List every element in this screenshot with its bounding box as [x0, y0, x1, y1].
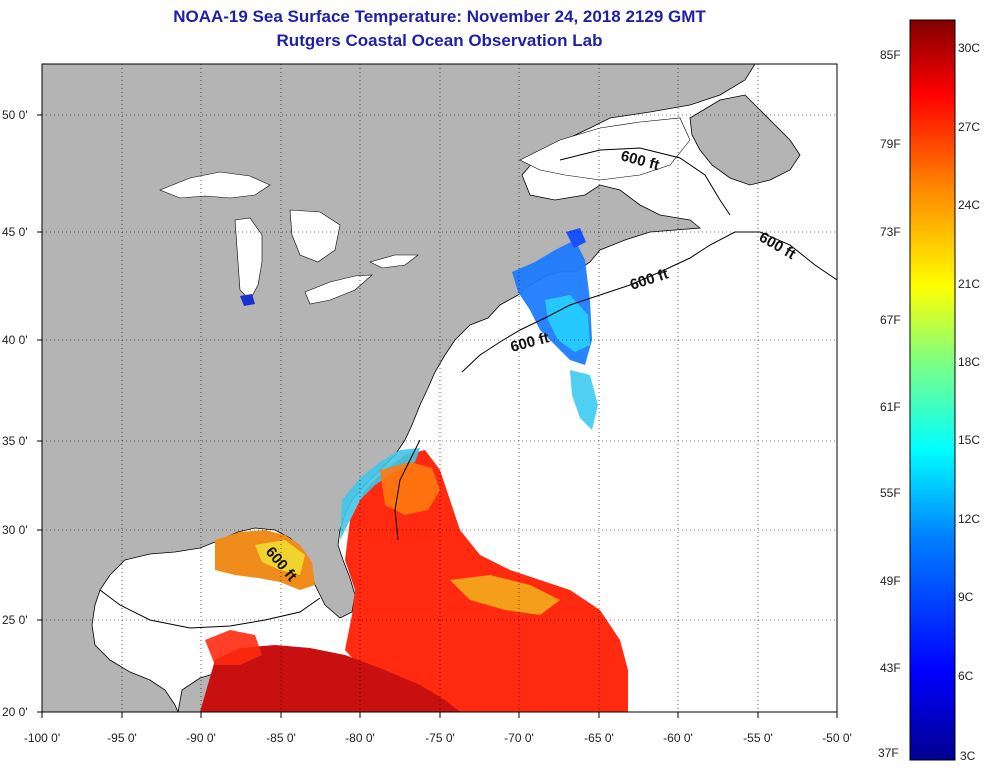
colorbar: 85F 79F 73F 67F 61F 55F 49F 43F 37F 30C …: [878, 19, 980, 763]
sst-lake-patch: [240, 294, 255, 306]
colorbar-c-label: 27C: [958, 120, 980, 134]
lat-axis: 20 0' 25 0' 30 0' 35 0' 40 0' 45 0' 50 0…: [2, 108, 42, 719]
lat-tick-label: 35 0': [2, 434, 28, 448]
colorbar-c-label: 12C: [958, 512, 980, 526]
colorbar-c-label: 3C: [960, 749, 976, 763]
lon-tick-label: -60 0': [663, 731, 693, 745]
colorbar-f-label: 61F: [880, 400, 901, 414]
colorbar-f-label: 79F: [880, 137, 901, 151]
lat-tick-label: 50 0': [2, 108, 28, 122]
lat-tick-label: 25 0': [2, 613, 28, 627]
colorbar-f-label: 67F: [880, 313, 901, 327]
lat-tick-label: 45 0': [2, 225, 28, 239]
st-lawrence-water: [519, 117, 691, 181]
colorbar-f-label: 43F: [880, 661, 901, 675]
sst-georges-bank-cyan: [545, 295, 590, 352]
colorbar-c-label: 15C: [958, 433, 980, 447]
sst-orange-band: [380, 462, 440, 515]
sst-scotian-patch: [566, 228, 586, 248]
colorbar-f-label: 73F: [880, 225, 901, 239]
colorbar-f-label: 37F: [878, 746, 899, 760]
lon-tick-label: -85 0': [266, 731, 296, 745]
newfoundland-land: [689, 94, 801, 186]
colorbar-f-label: 49F: [880, 574, 901, 588]
lake-michigan: [234, 217, 263, 301]
contour-600ft: [99, 147, 837, 629]
lake-huron: [289, 209, 341, 263]
sst-sargasso-yellow: [450, 575, 560, 615]
lon-tick-label: -90 0': [186, 731, 216, 745]
lon-axis: -100 0' -95 0' -90 0' -85 0' -80 0' -75 …: [24, 712, 852, 745]
lon-tick-label: -95 0': [107, 731, 137, 745]
colorbar-c-label: 6C: [958, 669, 974, 683]
lon-tick-label: -65 0': [584, 731, 614, 745]
lake-superior: [159, 171, 271, 199]
colorbar-f-label: 85F: [880, 48, 901, 62]
colorbar-c-label: 9C: [958, 590, 974, 604]
colorbar-f-label: 55F: [880, 486, 901, 500]
sst-carolinas-shelf: [340, 448, 420, 540]
lat-tick-label: 30 0': [2, 523, 28, 537]
north-america-land: [42, 64, 756, 712]
lon-tick-label: -55 0': [743, 731, 773, 745]
lat-tick-label: 20 0': [2, 705, 28, 719]
lon-tick-label: -80 0': [345, 731, 375, 745]
lake-erie: [304, 274, 373, 305]
sst-caribbean-dark: [200, 645, 460, 712]
map-subtitle: Rutgers Coastal Ocean Observation Lab: [276, 31, 603, 50]
colorbar-c-label: 24C: [958, 198, 980, 212]
sst-gulf-shelf-yellow: [255, 540, 305, 575]
sst-shelf-cyan: [570, 370, 598, 430]
colorbar-c-label: 30C: [958, 41, 980, 55]
colorbar-c-label: 21C: [958, 277, 980, 291]
map-title: NOAA-19 Sea Surface Temperature: Novembe…: [173, 7, 706, 26]
lon-tick-label: -50 0': [822, 731, 852, 745]
lat-tick-label: 40 0': [2, 333, 28, 347]
sst-gulf-southwest: [205, 630, 262, 665]
lon-tick-label: -100 0': [24, 731, 60, 745]
lake-ontario: [369, 254, 419, 269]
colorbar-c-label: 18C: [958, 355, 980, 369]
lon-tick-label: -70 0': [504, 731, 534, 745]
lon-tick-label: -75 0': [425, 731, 455, 745]
graticule: [42, 64, 837, 712]
colorbar-gradient: [909, 19, 956, 761]
